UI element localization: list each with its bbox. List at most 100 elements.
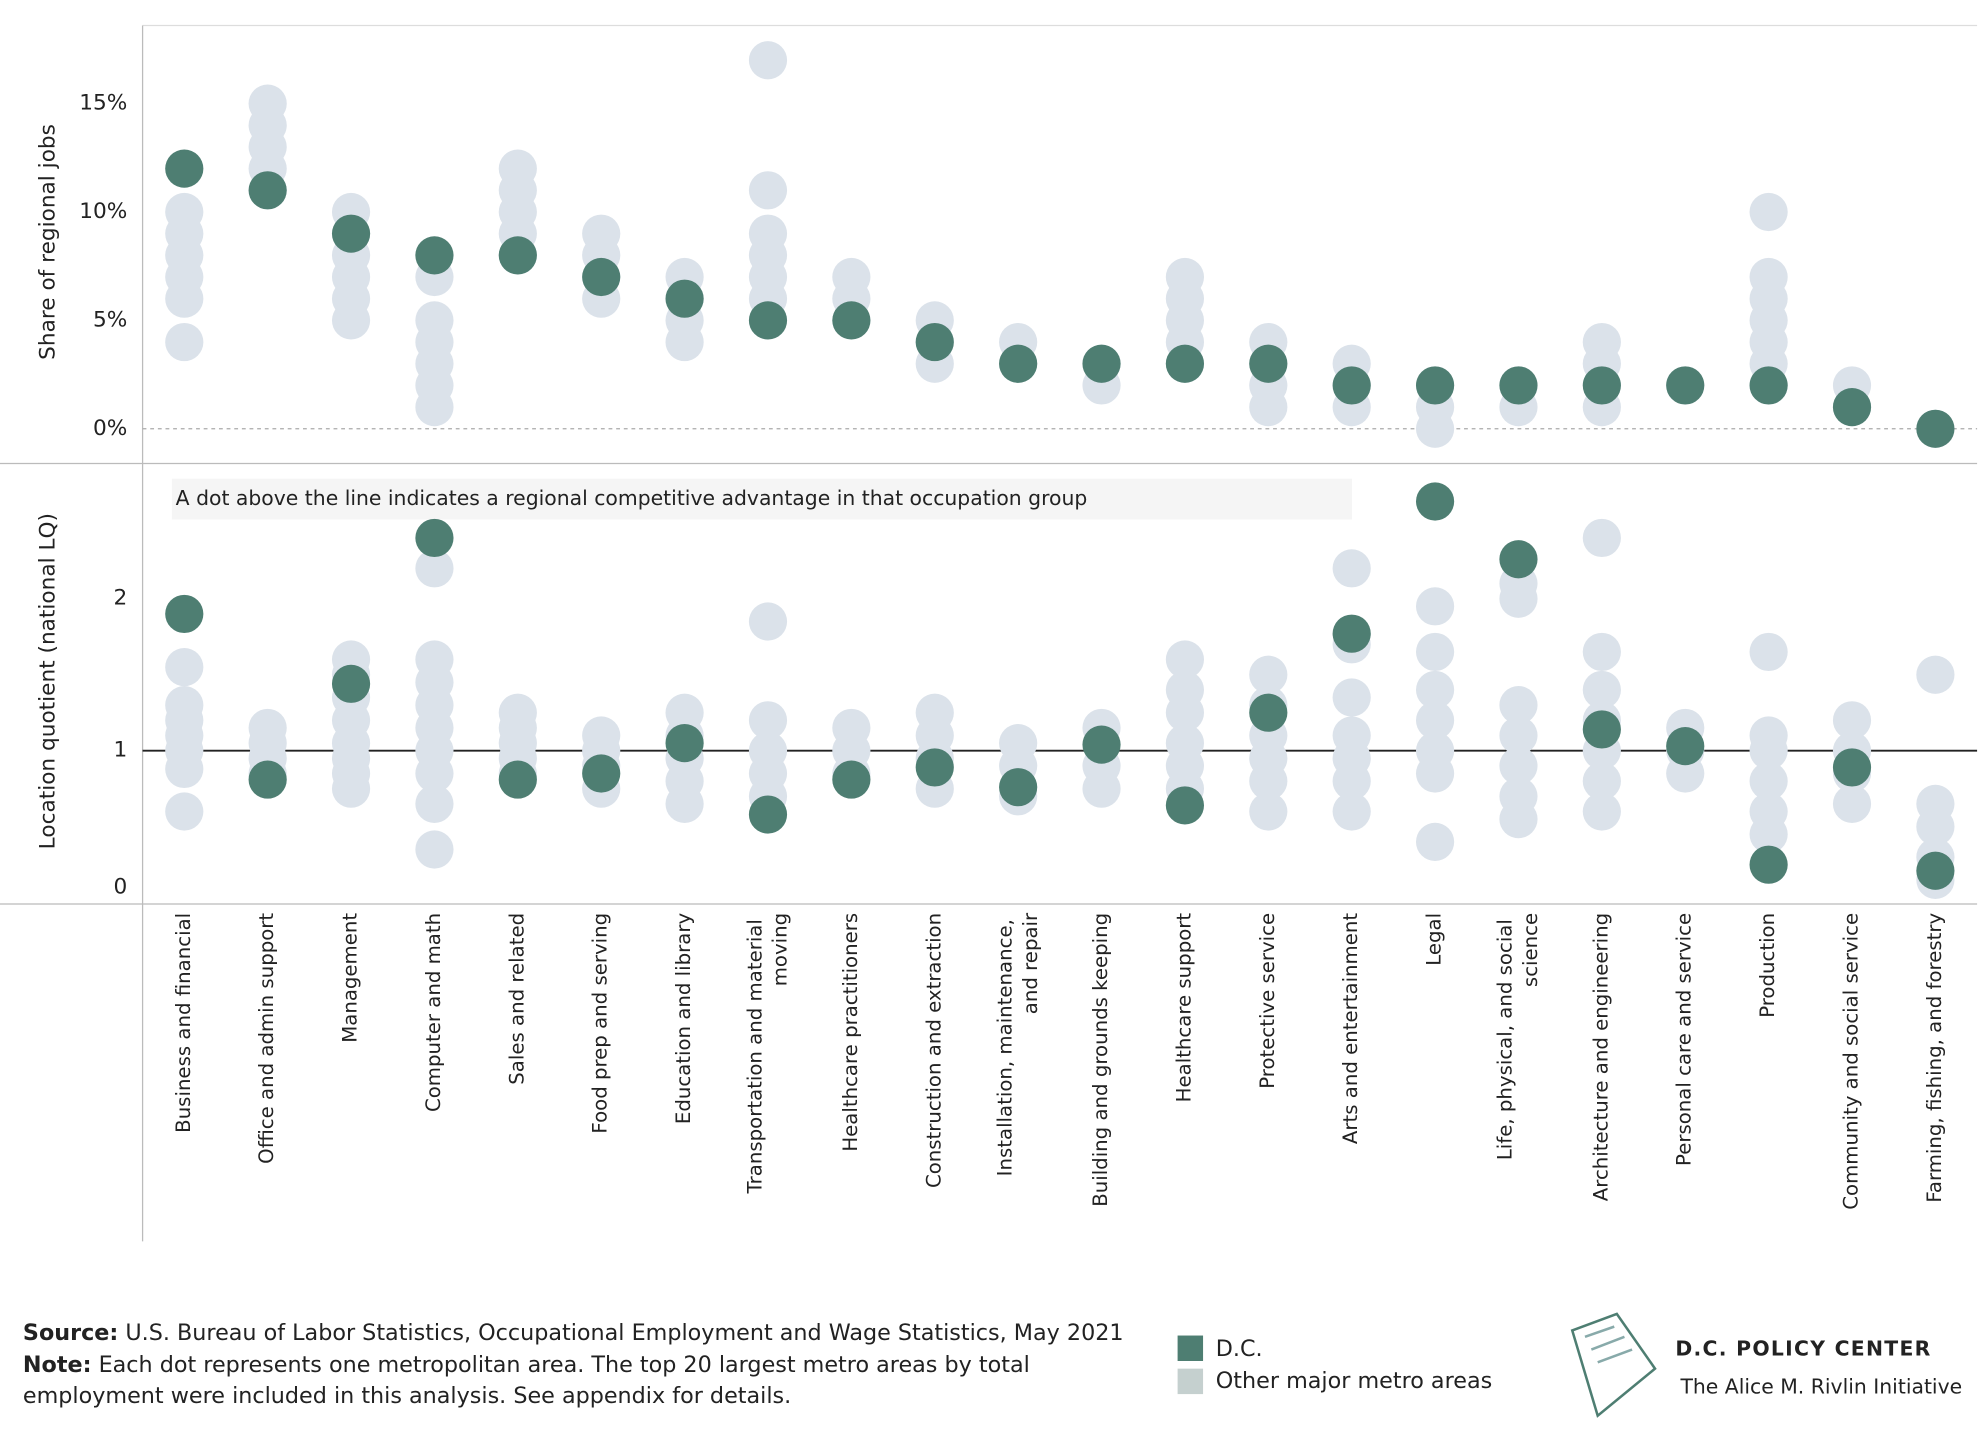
metro-dot	[1415, 731, 1455, 770]
x-tick-label: Legal	[1423, 913, 1446, 966]
x-tick-label: Transportation and material moving	[743, 913, 791, 1195]
x-tick-label: Production	[1756, 913, 1779, 1018]
metro-dot	[498, 149, 537, 188]
metro-dot	[1749, 716, 1788, 755]
metro-dot	[165, 192, 204, 232]
x-tick-label: Installation, maintenance, and repair	[993, 912, 1041, 1176]
dc-dot	[1249, 344, 1288, 383]
dc-dot	[248, 171, 287, 210]
metro-dot	[498, 693, 537, 732]
metro-dot	[832, 257, 871, 297]
dc-dot	[1415, 366, 1455, 405]
metro-dot	[915, 693, 954, 732]
metro-dot	[1916, 655, 1955, 694]
logo-subtitle: The Alice M. Rivlin Initiative	[1679, 1375, 1962, 1399]
source-label: Source:	[23, 1319, 118, 1345]
dc-dot	[1082, 344, 1121, 383]
dc-dot	[1832, 748, 1872, 787]
x-tick-line: Installation, maintenance,	[993, 913, 1016, 1176]
metro-dot	[582, 716, 621, 755]
metro-dot	[1415, 822, 1455, 861]
y-tick-label: 15%	[79, 91, 127, 116]
dc-dot	[915, 748, 954, 787]
dc-dot	[915, 322, 954, 362]
metro-dot	[1415, 632, 1455, 672]
dc-dot	[999, 344, 1038, 383]
dc-dot	[1332, 366, 1371, 405]
dc-dot	[1499, 540, 1538, 579]
metro-dot	[1749, 792, 1788, 831]
note-label: Note:	[23, 1351, 92, 1377]
x-tick-line: moving	[768, 913, 791, 986]
metro-dot	[1332, 716, 1371, 755]
metro-dot	[1749, 257, 1788, 297]
y-tick-label: 2	[114, 586, 128, 611]
x-tick-label: Life, physical, and social science	[1493, 913, 1541, 1160]
dc-dot	[1749, 845, 1788, 884]
x-tick-label: Protective service	[1256, 913, 1279, 1089]
dc-dot	[1499, 366, 1538, 405]
legend-swatch	[1177, 1368, 1204, 1395]
metro-dot	[1582, 762, 1621, 801]
dc-dot	[1165, 344, 1205, 383]
x-tick-line: Transportation and material	[743, 913, 766, 1195]
dc-dot	[1332, 614, 1371, 653]
metro-dot	[415, 830, 454, 869]
dc-dot	[1666, 366, 1705, 405]
x-tick-label: Food prep and serving	[589, 913, 612, 1134]
dc-dot	[832, 301, 871, 340]
metro-dot	[748, 41, 788, 80]
metro-dot	[748, 171, 788, 210]
metro-dot	[665, 693, 704, 732]
x-tick-label: Computer and math	[422, 913, 445, 1112]
metro-dot	[1165, 640, 1205, 679]
y-tick-label: 5%	[93, 307, 127, 332]
metro-dot	[1249, 655, 1288, 694]
source-text: U.S. Bureau of Labor Statistics, Occupat…	[118, 1319, 1123, 1345]
dc-dot	[1666, 727, 1705, 766]
dc-dot	[665, 279, 704, 318]
dc-dot	[498, 236, 537, 275]
metro-dot	[1749, 192, 1788, 232]
metro-dot	[1832, 701, 1872, 740]
metro-dot	[1415, 670, 1455, 710]
metro-dot	[1499, 777, 1538, 816]
source: Source: U.S. Bureau of Labor Statistics,…	[23, 1319, 1124, 1345]
dc-dot	[1415, 482, 1455, 521]
dc-dot	[1582, 710, 1621, 749]
x-tick-label: Farming, fishing, and forestry	[1923, 913, 1946, 1203]
dc-dot	[165, 149, 204, 188]
x-tick-line: and repair	[1018, 912, 1041, 1014]
metro-dot	[1832, 784, 1872, 823]
dc-dot	[1832, 388, 1872, 427]
note: Note: Each dot represents one metropolit…	[23, 1351, 1030, 1377]
metro-dot	[1582, 792, 1621, 831]
metro-dot	[1332, 678, 1371, 717]
x-tick-label: Sales and related	[505, 913, 528, 1085]
x-tick-label: Building and grounds keeping	[1089, 913, 1112, 1207]
metro-dot	[165, 792, 204, 831]
y-tick-label: 10%	[79, 199, 127, 224]
metro-dot	[748, 731, 788, 770]
metro-dot	[165, 686, 204, 725]
dc-dot	[1249, 693, 1288, 732]
annotation-box	[171, 478, 1353, 520]
metro-dot	[1249, 792, 1288, 831]
metro-dot	[1916, 784, 1955, 823]
y-axis-label: Share of regional jobs	[35, 124, 60, 360]
dc-dot	[248, 760, 287, 799]
metro-dot	[999, 724, 1038, 763]
metro-dot	[1332, 549, 1371, 588]
x-tick-label: Office and admin support	[255, 913, 278, 1164]
x-tick-line: science	[1519, 913, 1542, 987]
metro-dot	[748, 701, 788, 740]
logo-title: D.C. POLICY CENTER	[1675, 1337, 1931, 1361]
metro-dot	[1582, 322, 1621, 362]
x-tick-label: Construction and extraction	[922, 913, 945, 1188]
metro-dot	[1499, 686, 1538, 725]
metro-dot	[415, 784, 454, 823]
dc-dot	[1165, 786, 1205, 825]
x-tick-label: Education and library	[672, 913, 695, 1125]
x-tick-label: Community and social service	[1840, 913, 1863, 1210]
metro-dot	[1582, 518, 1621, 558]
